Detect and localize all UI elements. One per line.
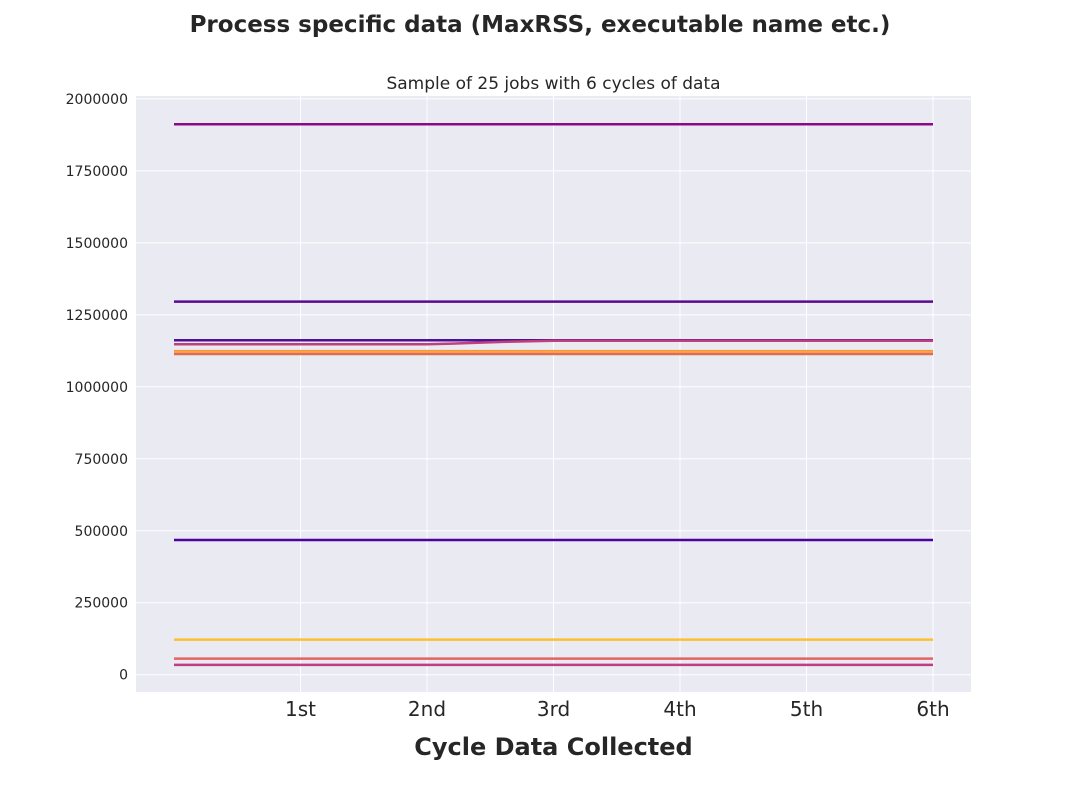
x-axis-label: Cycle Data Collected: [414, 733, 692, 761]
x-tick-label: 6th: [916, 697, 949, 721]
series-lines: [174, 122, 933, 667]
y-tick-label: 1750000: [66, 164, 128, 180]
y-tick-label: 1250000: [66, 308, 128, 324]
grid-lines: [136, 96, 971, 692]
x-tick-label: 5th: [790, 697, 823, 721]
x-tick-label: 2nd: [408, 697, 446, 721]
series-line-4: [174, 339, 933, 346]
y-tick-label: 1500000: [66, 236, 128, 252]
y-tick-label: 750000: [75, 452, 128, 468]
figure-title: Process specific data (MaxRSS, executabl…: [189, 12, 891, 38]
y-axis-ticks: 0 250000 500000 750000 1000000 1250000 1500000…: [66, 92, 128, 684]
y-tick-label: 500000: [75, 524, 128, 540]
chart-title: Sample of 25 jobs with 6 cycles of data: [386, 74, 720, 94]
x-axis-ticks: 1st 2nd 3rd 4th 5th 6th: [285, 697, 950, 721]
x-tick-label: 3rd: [537, 697, 570, 721]
y-tick-label: 0: [119, 668, 128, 684]
y-tick-label: 250000: [75, 596, 128, 612]
x-tick-label: 1st: [285, 697, 316, 721]
y-tick-label: 1000000: [66, 380, 128, 396]
x-tick-label: 4th: [663, 697, 696, 721]
y-tick-label: 2000000: [66, 92, 128, 108]
